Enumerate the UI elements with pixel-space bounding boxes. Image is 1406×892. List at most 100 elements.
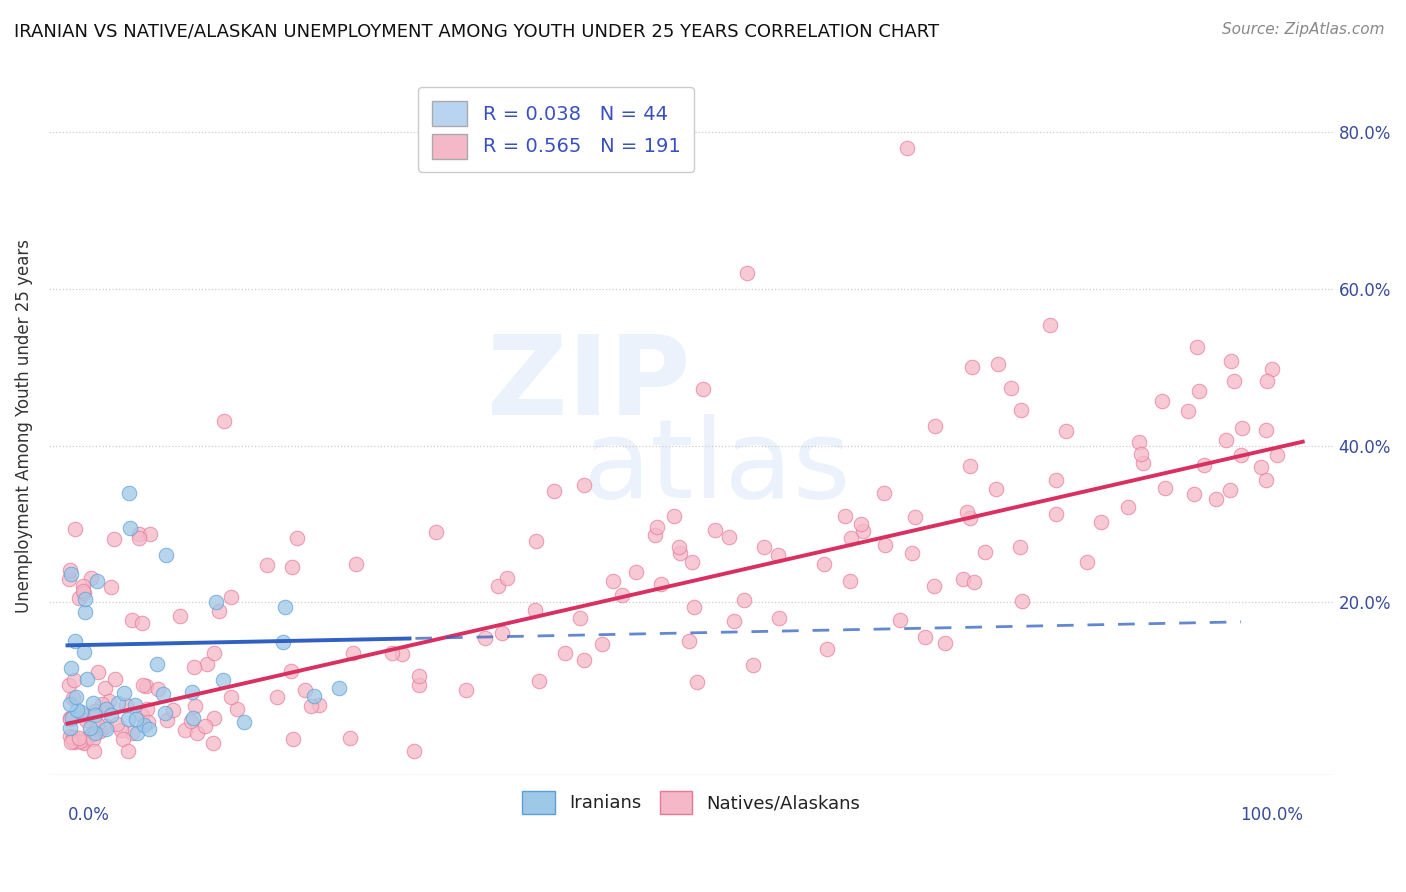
Point — [186, 726, 208, 740]
Point — [1000, 381, 1022, 395]
Point — [1039, 318, 1062, 333]
Point — [86, 716, 108, 731]
Point — [180, 714, 202, 728]
Point — [572, 478, 595, 492]
Point — [1265, 448, 1288, 462]
Text: ZIP: ZIP — [486, 331, 690, 438]
Point — [1185, 340, 1208, 354]
Point — [162, 703, 184, 717]
Y-axis label: Unemployment Among Youth under 25 years: Unemployment Among Youth under 25 years — [15, 239, 32, 613]
Point — [1054, 425, 1077, 439]
Point — [75, 731, 97, 746]
Point — [987, 357, 1010, 371]
Point — [183, 660, 205, 674]
Point — [849, 516, 872, 531]
Point — [662, 509, 685, 524]
Point — [815, 642, 838, 657]
Point — [169, 609, 191, 624]
Point — [681, 555, 703, 569]
Point — [299, 698, 322, 713]
Point — [59, 563, 82, 577]
Point — [834, 509, 856, 524]
Point — [59, 712, 82, 726]
Point — [117, 712, 139, 726]
Point — [901, 546, 924, 560]
Point — [180, 685, 202, 699]
Point — [136, 702, 159, 716]
Point — [1219, 483, 1241, 497]
Point — [1153, 481, 1175, 495]
Point — [281, 560, 304, 574]
Point — [59, 567, 82, 582]
Point — [752, 540, 775, 554]
Point — [344, 557, 367, 571]
Point — [839, 574, 862, 589]
Point — [741, 657, 763, 672]
Point — [692, 382, 714, 396]
Point — [83, 708, 105, 723]
Point — [474, 632, 496, 646]
Point — [959, 458, 981, 473]
Point — [219, 690, 242, 704]
Point — [67, 731, 90, 745]
Point — [1010, 403, 1032, 417]
Point — [83, 744, 105, 758]
Point — [62, 690, 84, 705]
Text: atlas: atlas — [582, 415, 851, 521]
Point — [408, 677, 430, 691]
Point — [153, 706, 176, 721]
Point — [121, 725, 143, 739]
Point — [118, 521, 141, 535]
Point — [1090, 516, 1112, 530]
Point — [84, 704, 107, 718]
Point — [173, 723, 195, 738]
Point — [572, 653, 595, 667]
Point — [63, 633, 86, 648]
Point — [110, 723, 132, 738]
Point — [94, 722, 117, 736]
Point — [139, 526, 162, 541]
Point — [889, 613, 911, 627]
Point — [73, 605, 96, 619]
Point — [554, 646, 576, 660]
Point — [72, 585, 94, 599]
Point — [962, 360, 984, 375]
Point — [118, 485, 141, 500]
Point — [408, 669, 430, 683]
Point — [839, 532, 862, 546]
Point — [181, 711, 204, 725]
Point — [934, 636, 956, 650]
Point — [645, 520, 668, 534]
Point — [76, 672, 98, 686]
Point — [768, 548, 790, 562]
Point — [1250, 460, 1272, 475]
Point — [59, 660, 82, 674]
Point — [212, 414, 235, 428]
Point — [527, 674, 550, 689]
Point — [79, 721, 101, 735]
Text: Source: ZipAtlas.com: Source: ZipAtlas.com — [1222, 22, 1385, 37]
Point — [63, 673, 86, 687]
Point — [1222, 375, 1244, 389]
Point — [678, 634, 700, 648]
Point — [128, 527, 150, 541]
Point — [896, 141, 918, 155]
Point — [100, 580, 122, 594]
Point — [1188, 384, 1211, 398]
Point — [381, 646, 404, 660]
Point — [125, 726, 148, 740]
Point — [107, 696, 129, 710]
Point — [72, 734, 94, 748]
Point — [60, 711, 83, 725]
Point — [339, 731, 361, 746]
Point — [86, 574, 108, 589]
Point — [58, 711, 80, 725]
Point — [124, 698, 146, 713]
Point — [280, 664, 302, 678]
Point — [922, 579, 945, 593]
Point — [75, 713, 97, 727]
Point — [1045, 507, 1067, 521]
Point — [650, 577, 672, 591]
Point — [1177, 404, 1199, 418]
Point — [59, 721, 82, 735]
